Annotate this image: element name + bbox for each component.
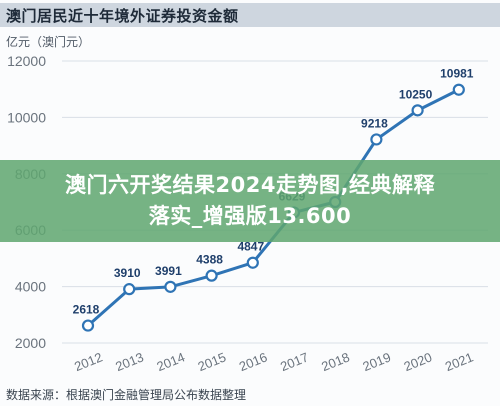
x-tick-label: 2017 xyxy=(278,349,310,374)
x-tick-label: 2021 xyxy=(443,349,475,374)
y-tick-label: 4000 xyxy=(15,279,46,295)
data-point xyxy=(123,283,136,296)
data-point xyxy=(81,319,95,332)
x-tick-label: 2019 xyxy=(360,349,392,374)
x-tick-label: 2012 xyxy=(72,349,104,374)
x-tick-label: 2013 xyxy=(113,349,145,374)
x-tick-label: 2015 xyxy=(196,349,228,374)
data-label: 4847 xyxy=(237,240,264,254)
data-label: 3910 xyxy=(114,266,141,280)
data-point xyxy=(411,104,424,117)
chart-footer: 数据来源：根据澳门金融管理局公布数据整理 xyxy=(0,382,500,406)
y-tick-label: 10000 xyxy=(7,109,46,125)
data-label: 4388 xyxy=(196,253,223,267)
x-tick-label: 2020 xyxy=(402,349,434,374)
data-point xyxy=(370,133,383,146)
x-tick-label: 2014 xyxy=(154,349,186,374)
banner-text: 澳门六开奖结果2024走势图,经典解释 落实_增强版13.600 xyxy=(0,170,500,232)
banner-line-1: 澳门六开奖结果2024走势图,经典解释 xyxy=(65,173,435,197)
x-tick-label: 2018 xyxy=(319,349,351,374)
data-point xyxy=(205,269,218,282)
data-point xyxy=(246,256,259,269)
chart-header: 澳门居民近十年境外证券投资金额 xyxy=(0,0,500,30)
chart-title: 澳门居民近十年境外证券投资金额 xyxy=(6,7,239,25)
data-label: 9218 xyxy=(361,116,388,130)
banner-line-2: 落实_增强版13.600 xyxy=(148,204,352,228)
data-label: 3991 xyxy=(155,264,182,278)
data-point xyxy=(452,83,465,96)
data-label: 2618 xyxy=(73,303,100,317)
overlay-banner: 澳门六开奖结果2024走势图,经典解释 落实_增强版13.600 xyxy=(0,160,500,242)
data-label: 10250 xyxy=(399,87,433,101)
y-tick-label: 12000 xyxy=(7,53,46,69)
data-label: 10981 xyxy=(440,67,474,81)
y-axis-unit-label: 亿元（澳门元） xyxy=(6,35,91,49)
x-tick-label: 2016 xyxy=(237,349,269,374)
data-point xyxy=(164,280,177,293)
title-bar xyxy=(0,3,500,27)
y-tick-label: 2000 xyxy=(15,335,46,351)
data-source: 数据来源：根据澳门金融管理局公布数据整理 xyxy=(6,388,247,402)
